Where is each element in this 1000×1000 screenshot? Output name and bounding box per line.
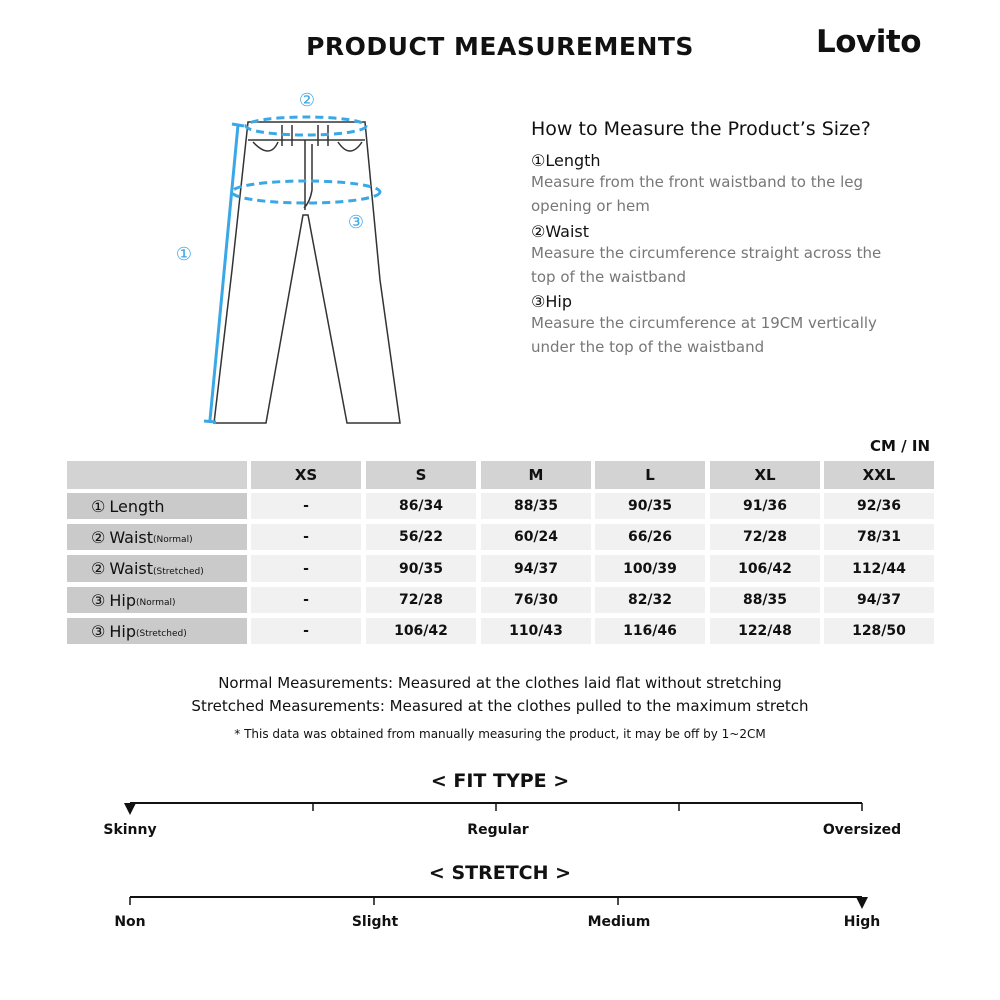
fit-label-oversized: Oversized (822, 822, 902, 838)
row-number: ③ (91, 621, 106, 641)
table-cell: 88/35 (481, 493, 591, 519)
measure-lines (203, 115, 382, 424)
measure-item-waist: ②Waist Measure the circumference straigh… (531, 222, 901, 289)
fit-type-title: < FIT TYPE > (430, 770, 570, 792)
measure-desc: Measure the circumference straight acros… (531, 244, 882, 286)
row-qualifier: (Stretched) (153, 566, 204, 577)
row-name: Waist (109, 559, 153, 578)
table-cell: 82/32 (595, 587, 705, 613)
label-hip: ③ (348, 212, 364, 233)
table-cell: 106/42 (710, 555, 820, 582)
table-cell: 106/42 (366, 618, 476, 644)
row-number: ① (91, 496, 106, 516)
row-label: ③ Hip (Normal) (67, 587, 247, 613)
table-cell: - (251, 524, 361, 550)
size-header: XL (710, 461, 820, 489)
measure-title: ③Hip (531, 292, 572, 311)
table-cell: - (251, 587, 361, 613)
size-header: S (366, 461, 476, 489)
stretch-label-non: Non (114, 914, 146, 930)
jeans-outline-icon (213, 121, 401, 424)
fit-type-scale (124, 802, 863, 815)
table-cell: 110/43 (481, 618, 591, 644)
table-cell: 100/39 (595, 555, 705, 582)
table-cell: 78/31 (824, 524, 934, 550)
row-qualifier: (Stretched) (135, 629, 187, 639)
table-cell: 66/26 (595, 524, 705, 550)
table-cell: 116/46 (595, 618, 705, 644)
label-waist: ② (299, 90, 315, 111)
measure-desc: Measure the circumference at 19CM vertic… (531, 314, 877, 356)
fit-label-skinny: Skinny (103, 822, 157, 838)
table-cell: 88/35 (710, 587, 820, 613)
measure-desc: Measure from the front waistband to the … (531, 173, 863, 215)
row-qualifier: (Normal) (135, 598, 176, 608)
size-header: M (481, 461, 591, 489)
table-cell: 56/22 (366, 524, 476, 550)
size-header: L (595, 461, 705, 489)
table-cell: 90/35 (366, 555, 476, 582)
size-header: XS (251, 461, 361, 489)
stretch-label-medium: Medium (587, 914, 651, 930)
header-corner (67, 461, 247, 489)
row-label: ② Waist (Stretched) (67, 555, 247, 582)
table-cell: 60/24 (481, 524, 591, 550)
row-name: Hip (109, 590, 136, 610)
table-cell: - (251, 493, 361, 519)
table-cell: 90/35 (595, 493, 705, 519)
row-label: ② Waist (Normal) (67, 524, 247, 550)
brand-logo: Lovito (816, 24, 922, 60)
unit-label: CM / IN (870, 437, 930, 455)
fit-label-regular: Regular (467, 822, 529, 838)
table-cell: 112/44 (824, 555, 934, 582)
note-disclaimer: * This data was obtained from manually m… (234, 727, 766, 741)
note-stretched: Stretched Measurements: Measured at the … (191, 697, 809, 715)
row-name: Waist (109, 527, 153, 547)
table-cell: 122/48 (710, 618, 820, 644)
page-title: PRODUCT MEASUREMENTS (306, 32, 694, 61)
table-cell: 94/37 (481, 555, 591, 582)
row-qualifier: (Normal) (153, 535, 193, 545)
row-number: ③ (91, 590, 106, 610)
table-cell: 128/50 (824, 618, 934, 644)
row-name: Length (109, 496, 165, 516)
row-label: ③ Hip (Stretched) (67, 618, 247, 644)
measure-item-length: ①Length Measure from the front waistband… (531, 151, 901, 218)
table-cell: 72/28 (710, 524, 820, 550)
fit-marker-icon (124, 803, 136, 815)
table-cell: 94/37 (824, 587, 934, 613)
stretch-title: < STRETCH > (428, 862, 572, 884)
table-cell: 91/36 (710, 493, 820, 519)
measure-title: ②Waist (531, 222, 589, 241)
row-number: ② (91, 559, 106, 578)
howto-heading: How to Measure the Product’s Size? (531, 118, 871, 140)
row-number: ② (91, 527, 106, 547)
jeans-diagram: ② ③ ① (176, 90, 401, 424)
table-cell: - (251, 618, 361, 644)
row-name: Hip (109, 621, 136, 641)
size-header: XXL (824, 461, 934, 489)
measure-title: ①Length (531, 151, 601, 170)
measure-item-hip: ③Hip Measure the circumference at 19CM v… (531, 292, 901, 359)
stretch-label-slight: Slight (351, 914, 399, 930)
table-cell: 86/34 (366, 493, 476, 519)
stretch-scale (129, 896, 868, 909)
table-cell: 72/28 (366, 587, 476, 613)
table-cell: 76/30 (481, 587, 591, 613)
table-cell: 92/36 (824, 493, 934, 519)
row-label: ① Length (67, 493, 247, 519)
label-length: ① (176, 244, 192, 265)
note-normal: Normal Measurements: Measured at the clo… (218, 674, 782, 692)
stretch-marker-icon (856, 897, 868, 909)
table-cell: - (251, 555, 361, 582)
stretch-label-high: High (843, 914, 881, 930)
